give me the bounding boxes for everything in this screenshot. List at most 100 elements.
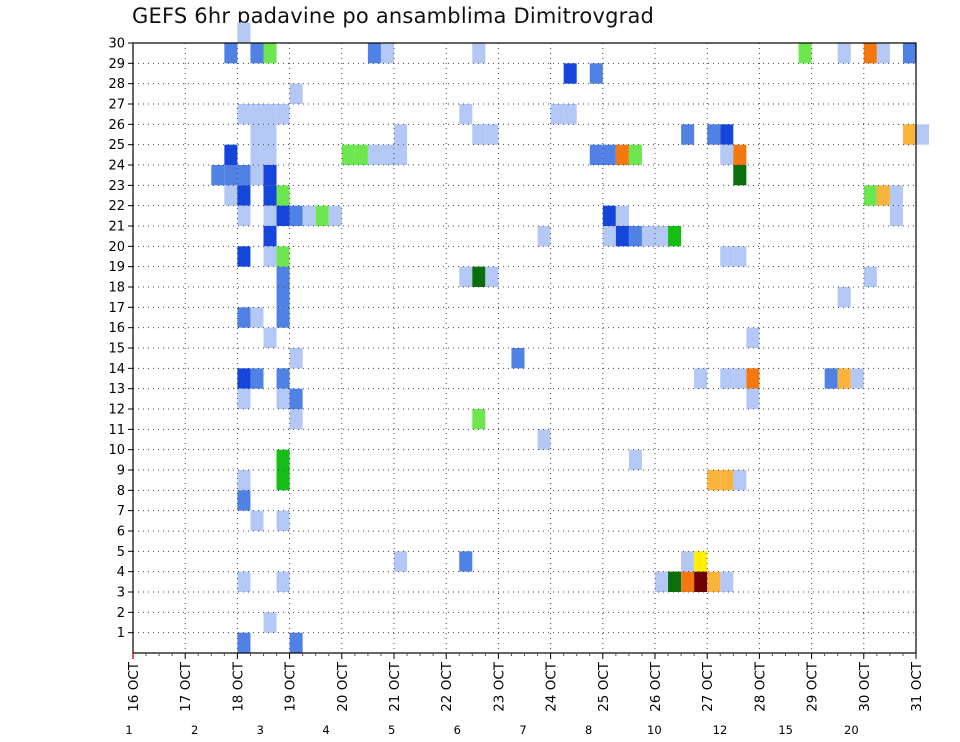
- precip-cell: [615, 226, 629, 247]
- precip-cell: [237, 104, 251, 125]
- precip-cell: [707, 470, 721, 491]
- precip-cell: [602, 144, 616, 165]
- y-tick-label: 26: [108, 118, 125, 133]
- colorbar-label: 20: [844, 723, 859, 737]
- precip-cell: [837, 287, 851, 308]
- precip-cell: [472, 124, 486, 145]
- colorbar-label: 12: [713, 723, 728, 737]
- precip-cell: [237, 490, 251, 511]
- y-tick-label: 21: [108, 220, 125, 235]
- precip-cell: [250, 368, 264, 389]
- precip-cell: [681, 124, 695, 145]
- precip-cell: [850, 368, 864, 389]
- precip-cell: [889, 205, 903, 226]
- y-tick-label: 5: [117, 545, 125, 560]
- precip-cell: [459, 266, 473, 287]
- y-tick-label: 28: [108, 77, 125, 92]
- precip-cell: [276, 449, 290, 470]
- y-tick-label: 24: [108, 159, 125, 174]
- y-tick-label: 13: [108, 382, 125, 397]
- colorbar-label: 7: [519, 723, 526, 737]
- precip-cell: [459, 551, 473, 572]
- precip-cell: [276, 205, 290, 226]
- precip-cell: [537, 226, 551, 247]
- precip-cell: [837, 368, 851, 389]
- precip-cell: [250, 104, 264, 125]
- y-tick-label: 30: [108, 37, 125, 52]
- precip-cell: [237, 632, 251, 653]
- precip-cell: [550, 104, 564, 125]
- precip-cell: [720, 571, 734, 592]
- y-tick-label: 12: [108, 403, 125, 418]
- precip-cell: [315, 205, 329, 226]
- y-tick-label: 19: [108, 260, 125, 275]
- colorbar-label: 2: [191, 723, 198, 737]
- precip-cell: [250, 510, 264, 531]
- precip-cell: [289, 388, 303, 409]
- y-tick-label: 15: [108, 342, 125, 357]
- precip-cell: [276, 266, 290, 287]
- precip-cell: [485, 124, 499, 145]
- precip-cell: [824, 368, 838, 389]
- x-tick-label: 30 OCT: [857, 661, 873, 712]
- precip-cell: [250, 144, 264, 165]
- precip-cell: [224, 43, 238, 64]
- precip-cell: [237, 246, 251, 267]
- precip-cell: [694, 571, 708, 592]
- precip-cell: [902, 43, 916, 64]
- precip-cell: [276, 104, 290, 125]
- precip-cell: [733, 144, 747, 165]
- precip-cell: [472, 43, 486, 64]
- colorbar-label: 10: [647, 723, 662, 737]
- x-tick-label: 26 OCT: [648, 661, 664, 712]
- y-tick-label: 10: [108, 443, 125, 458]
- precip-cell: [237, 368, 251, 389]
- precip-cell: [394, 144, 408, 165]
- precip-cell: [863, 185, 877, 206]
- precip-cell: [602, 205, 616, 226]
- colorbar-label: 4: [322, 723, 329, 737]
- y-tick-label: 22: [108, 199, 125, 214]
- precip-cell: [276, 571, 290, 592]
- precip-cell: [276, 470, 290, 491]
- precip-cell: [733, 246, 747, 267]
- precip-cell: [655, 226, 669, 247]
- precip-cell: [276, 185, 290, 206]
- y-tick-label: 17: [108, 301, 125, 316]
- precip-cell: [276, 287, 290, 308]
- precip-cell: [615, 144, 629, 165]
- precip-cell: [250, 165, 264, 186]
- precip-cell: [733, 368, 747, 389]
- colorbar-label: 15: [778, 723, 793, 737]
- precip-cell: [380, 144, 394, 165]
- colorbar-label: 3: [257, 723, 264, 737]
- precip-cell: [237, 571, 251, 592]
- precip-cell: [341, 144, 355, 165]
- y-tick-label: 27: [108, 98, 125, 113]
- precip-cell: [563, 63, 577, 84]
- x-tick-label: 16 OCT: [126, 661, 142, 712]
- precip-cell: [289, 205, 303, 226]
- colorbar-label: 6: [454, 723, 461, 737]
- precip-cell: [263, 327, 277, 348]
- precip-cell: [916, 124, 930, 145]
- precip-cell: [746, 368, 760, 389]
- precip-cell: [367, 43, 381, 64]
- precip-cell: [263, 43, 277, 64]
- precip-cell: [863, 43, 877, 64]
- precip-cell: [837, 43, 851, 64]
- precip-cell: [485, 266, 499, 287]
- precip-cell: [263, 185, 277, 206]
- y-tick-label: 7: [117, 504, 125, 519]
- precip-cell: [263, 165, 277, 186]
- y-tick-label: 3: [117, 586, 125, 601]
- precip-cell: [668, 226, 682, 247]
- y-tick-label: 6: [117, 525, 125, 540]
- precip-cell: [237, 22, 251, 43]
- precip-cell: [263, 612, 277, 633]
- precip-cell: [276, 368, 290, 389]
- precip-cell: [394, 124, 408, 145]
- precip-cell: [902, 124, 916, 145]
- x-tick-label: 21 OCT: [387, 661, 403, 712]
